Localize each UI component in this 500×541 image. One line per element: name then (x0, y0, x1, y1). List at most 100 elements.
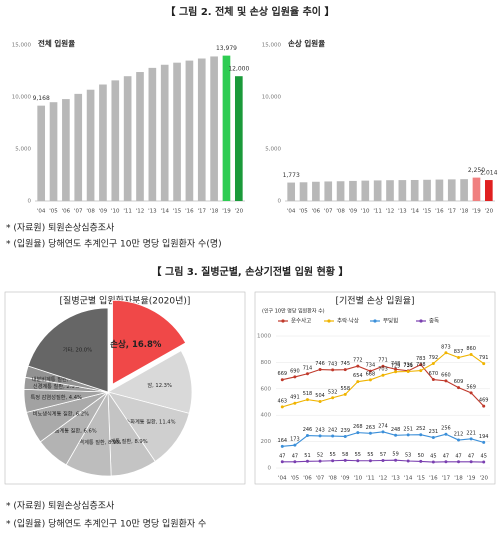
legend-marker (281, 319, 285, 323)
x-tick-label: '19 (472, 209, 481, 215)
bar (447, 179, 456, 201)
value-label: 55 (367, 452, 373, 458)
value-label: 274 (378, 423, 388, 429)
point (280, 378, 284, 382)
pie-slice (112, 299, 187, 385)
point (469, 460, 473, 464)
point (318, 434, 322, 438)
point (356, 431, 360, 435)
point (280, 444, 284, 448)
value-label: 242 (328, 428, 338, 434)
y-tick-label: 15,000 (262, 43, 282, 49)
value-label: 690 (290, 368, 300, 374)
note: * (자료원) 퇴원손상심층조사 (6, 223, 115, 234)
y-tick-label: 600 (261, 386, 272, 392)
value-label: 532 (328, 389, 338, 395)
point (482, 362, 486, 366)
x-tick-label: '07 (324, 209, 333, 215)
value-label: 239 (340, 428, 350, 434)
value-label: 860 (466, 346, 476, 352)
x-tick-label: '06 (312, 209, 321, 215)
x-tick-label: '12 (136, 209, 145, 215)
slice-label: 호흡계통 질환, 6.6% (50, 426, 97, 434)
value-label: 609 (454, 379, 464, 385)
value-label: 736 (403, 362, 413, 368)
x-tick-label: '06 (62, 209, 71, 215)
point (305, 398, 309, 402)
y-tick-label: 0 (28, 199, 32, 205)
value-label: 194 (479, 434, 489, 440)
x-tick-label: '11 (366, 476, 375, 482)
value-label: 792 (429, 355, 439, 361)
chart-title: 손상 입원율 (288, 38, 325, 48)
slice-label: 순환계통 질환, 8.9% (101, 437, 148, 445)
value-label: 47 (279, 453, 285, 459)
bar (484, 180, 493, 201)
legend-label: 부딪힘 (383, 317, 398, 325)
value-label: 729 (391, 363, 401, 369)
x-tick-label: '16 (429, 476, 438, 482)
point (293, 443, 297, 447)
legend-label: 추락·낙상 (337, 317, 359, 325)
x-tick-label: '11 (373, 209, 382, 215)
bar (373, 180, 382, 201)
x-tick-label: '20 (485, 209, 494, 215)
value-label: 491 (290, 395, 300, 401)
point (343, 434, 347, 438)
point (381, 458, 385, 462)
slice-label: 근골격계통 질환, 8.9% (70, 438, 122, 446)
pie-slice (27, 307, 109, 393)
point (305, 434, 309, 438)
point (431, 436, 435, 440)
value-label: 504 (315, 393, 325, 399)
y-tick-label: 15,000 (12, 43, 32, 49)
value-label: 670 (429, 371, 439, 377)
x-tick-label: '19 (222, 209, 231, 215)
x-tick-label: '13 (391, 476, 400, 482)
value-label: 45 (481, 454, 487, 460)
point (318, 399, 322, 403)
value-label: 703 (378, 367, 388, 373)
point (469, 391, 473, 395)
bar (287, 182, 296, 201)
point (394, 367, 398, 371)
x-tick-label: '07 (74, 209, 83, 215)
value-label: 738 (416, 362, 426, 368)
x-tick-label: '14 (404, 476, 413, 482)
y-tick-label: 800 (261, 360, 272, 366)
value-label: 771 (378, 358, 388, 364)
x-tick-label: '16 (185, 209, 194, 215)
value-label: 837 (454, 349, 464, 355)
point (331, 459, 335, 463)
value-label: 660 (441, 372, 451, 378)
point (457, 386, 461, 390)
pie-slice (106, 350, 193, 414)
point (419, 363, 423, 367)
y-tick-label: 400 (261, 413, 272, 419)
x-tick-label: '13 (398, 209, 407, 215)
legend-marker (419, 319, 423, 323)
chart-title: [질병군별 입원환자분율(2020년)] (60, 295, 191, 307)
value-label: 251 (403, 426, 413, 432)
value-label: 714 (303, 365, 313, 371)
bar (336, 181, 345, 201)
value-label: 45 (430, 454, 436, 460)
figure-title: 【 그림 3. 질병군별, 손상기전별 입원 현황 】 (152, 265, 349, 278)
point (305, 372, 309, 376)
x-tick-label: '08 (86, 209, 95, 215)
point (419, 459, 423, 463)
value-label: 13,979 (216, 45, 237, 52)
panel-frame (4, 291, 246, 485)
y-tick-label: 10,000 (12, 95, 32, 101)
panel-frame (254, 291, 496, 485)
y-tick-label: 5,000 (15, 147, 31, 153)
value-label: 469 (479, 398, 489, 404)
x-tick-label: '11 (123, 209, 132, 215)
point (381, 430, 385, 434)
bar (324, 181, 333, 201)
value-label: 231 (429, 429, 439, 435)
point (356, 364, 360, 368)
point (394, 433, 398, 437)
value-label: 746 (315, 361, 325, 367)
value-label: 783 (416, 356, 426, 362)
